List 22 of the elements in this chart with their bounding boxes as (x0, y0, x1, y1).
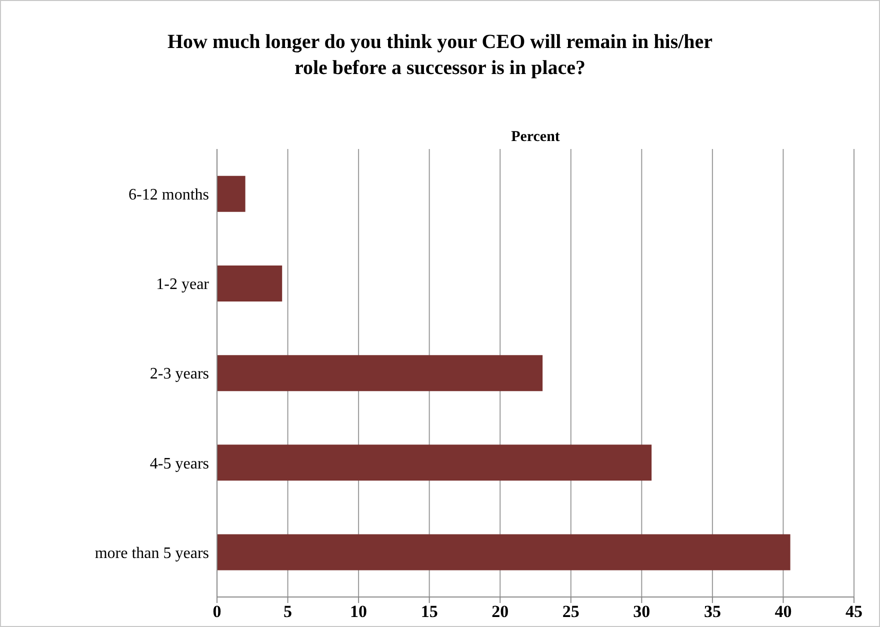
y-tick-label: 1-2 year (156, 276, 210, 294)
x-tick-label: 25 (562, 602, 580, 622)
x-tick-label: 45 (846, 602, 862, 622)
bar (217, 355, 543, 392)
x-tick-label: 10 (350, 602, 368, 622)
x-axis-title: Percent (510, 129, 561, 146)
y-tick-label: 4-5 years (150, 455, 209, 472)
x-tick-label: 15 (420, 602, 438, 622)
x-tick-label: 35 (704, 602, 721, 622)
y-tick-label: more than 5 years (94, 544, 209, 562)
bar (217, 534, 790, 570)
x-tick-label: 5 (284, 602, 292, 622)
y-tick-label: 6-12 months (128, 186, 209, 204)
x-tick-label: 30 (633, 602, 650, 622)
chart-title: How much longer do you think your CEO will remain in his/her role before a successor is in place? (166, 30, 714, 81)
x-tick-label: 40 (774, 602, 792, 622)
y-tick-label: 2-3 years (150, 366, 209, 383)
x-tick-label: 0 (212, 602, 222, 622)
bar (217, 176, 246, 212)
bar (217, 444, 652, 481)
x-tick-label: 20 (492, 602, 509, 622)
bar (217, 265, 282, 302)
